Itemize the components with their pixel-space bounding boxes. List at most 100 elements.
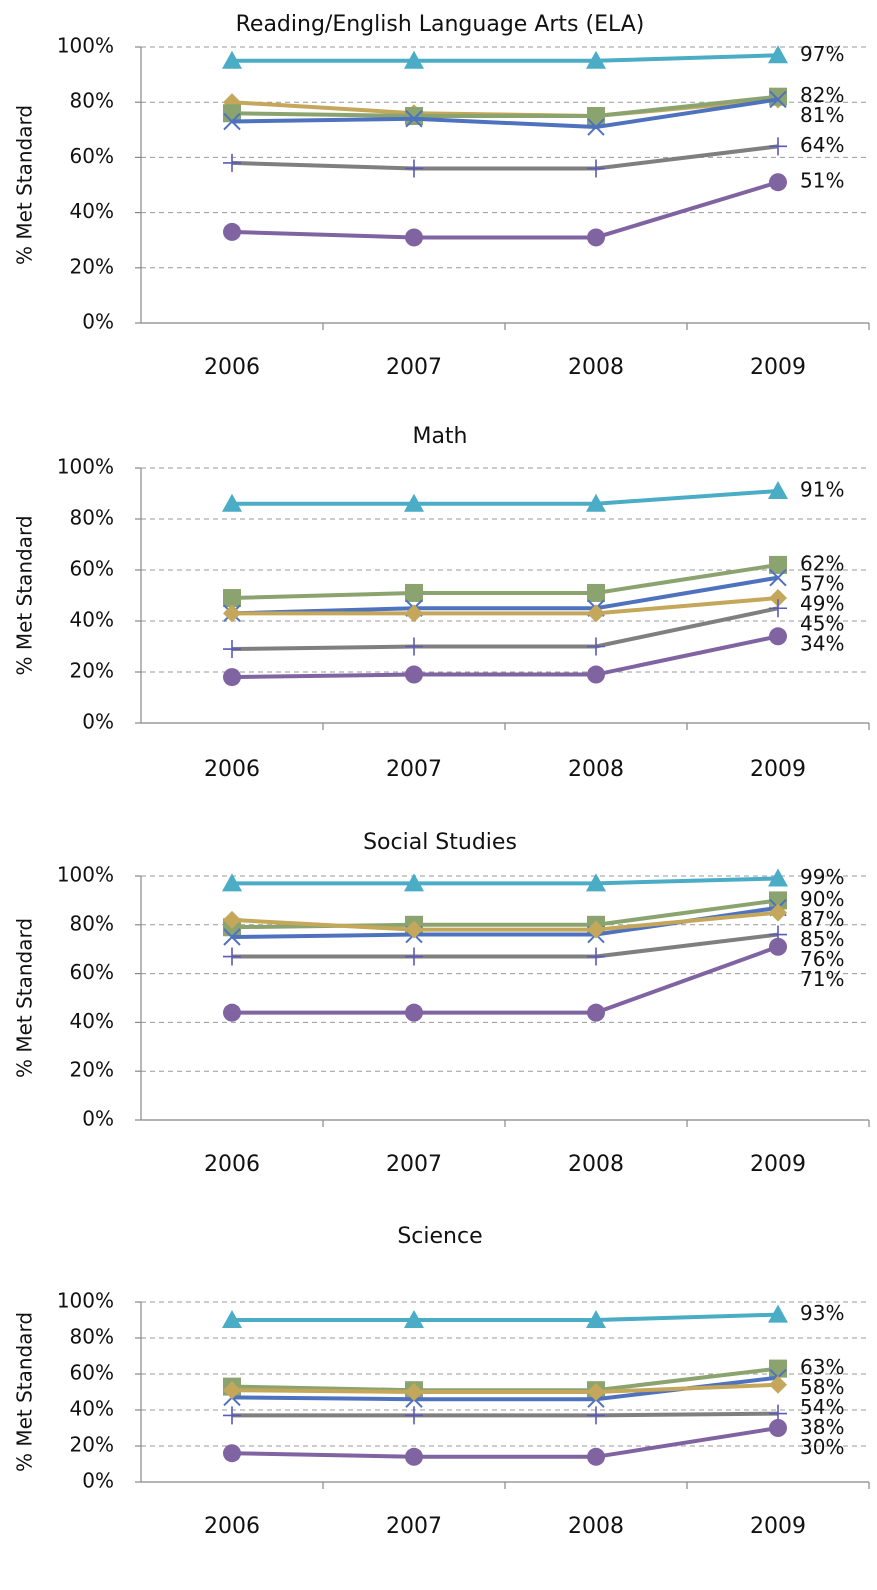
marker — [586, 1310, 606, 1328]
marker — [769, 891, 787, 910]
y-tick-label: 0% — [82, 710, 114, 734]
series-line — [231, 562, 779, 601]
data-label: 64% — [800, 133, 844, 157]
marker — [587, 118, 605, 136]
marker — [405, 1447, 423, 1466]
x-tick-label: 2008 — [568, 1152, 624, 1177]
marker — [223, 928, 241, 946]
marker — [769, 137, 787, 156]
data-label: 87% — [800, 907, 844, 931]
chart-title: Math — [412, 424, 467, 449]
marker — [405, 107, 423, 125]
y-tick-label: 100% — [57, 863, 114, 887]
data-label: 71% — [800, 967, 844, 991]
marker — [223, 589, 241, 608]
series-line — [232, 1411, 779, 1418]
y-tick-label: 0% — [82, 1469, 114, 1493]
x-tick-label: 2007 — [386, 757, 442, 782]
marker — [223, 222, 241, 241]
data-label: 45% — [800, 611, 844, 635]
marker — [223, 1003, 241, 1022]
data-label: 51% — [800, 169, 844, 193]
marker — [404, 493, 424, 512]
marker — [587, 159, 605, 178]
y-tick-label: 80% — [70, 911, 114, 935]
y-tick-label: 80% — [70, 1325, 114, 1349]
series-line — [231, 94, 779, 118]
marker — [586, 50, 606, 69]
series-line — [231, 144, 779, 171]
marker — [768, 480, 788, 499]
y-axis-label: % Met Standard — [13, 918, 37, 1078]
series-line — [232, 876, 779, 886]
y-tick-label: 20% — [70, 254, 114, 278]
data-label: 82% — [800, 83, 844, 107]
x-tick-label: 2008 — [568, 355, 624, 380]
chart-title: Reading/English Language Arts (ELA) — [236, 12, 645, 37]
y-tick-label: 60% — [70, 144, 114, 168]
marker — [405, 228, 423, 247]
x-tick-label: 2007 — [386, 1514, 442, 1539]
y-tick-label: 40% — [70, 1397, 114, 1421]
x-tick-label: 2008 — [568, 757, 624, 782]
marker — [587, 228, 605, 247]
series-line — [231, 606, 779, 652]
series-line — [232, 932, 779, 959]
marker — [405, 637, 423, 656]
marker — [223, 604, 241, 623]
series-line — [232, 596, 779, 616]
marker — [587, 583, 605, 602]
series-line — [232, 53, 779, 63]
series-line — [231, 910, 779, 932]
series-line — [231, 180, 779, 240]
series-line — [231, 634, 779, 680]
series-line — [231, 97, 779, 130]
y-tick-label: 40% — [70, 608, 114, 632]
marker — [587, 107, 605, 125]
data-label: 93% — [800, 1301, 844, 1325]
y-tick-label: 60% — [70, 960, 114, 984]
data-label: 57% — [800, 571, 844, 595]
marker — [404, 50, 424, 69]
marker — [587, 665, 605, 684]
marker — [405, 665, 423, 684]
y-tick-label: 100% — [57, 455, 114, 479]
marker — [769, 1359, 787, 1378]
marker — [769, 90, 787, 109]
marker — [404, 1310, 424, 1328]
marker — [768, 45, 788, 64]
marker — [769, 1375, 787, 1394]
data-label: 38% — [800, 1415, 844, 1439]
marker — [405, 604, 423, 623]
data-label: 76% — [800, 947, 844, 971]
data-label: 99% — [800, 865, 844, 889]
series-line — [231, 1382, 779, 1394]
x-tick-label: 2007 — [386, 1152, 442, 1177]
y-tick-label: 20% — [70, 1433, 114, 1457]
marker — [404, 873, 424, 892]
x-tick-label: 2009 — [750, 355, 806, 380]
marker — [223, 1381, 241, 1400]
marker — [405, 1406, 423, 1425]
marker — [769, 173, 787, 192]
data-label: 58% — [800, 1375, 844, 1399]
data-label: 90% — [800, 887, 844, 911]
data-label: 91% — [800, 477, 844, 501]
x-tick-label: 2007 — [386, 355, 442, 380]
chart-title: Science — [397, 1224, 482, 1249]
marker — [587, 604, 605, 623]
series-line — [231, 1426, 779, 1459]
marker — [223, 947, 241, 966]
x-tick-label: 2009 — [750, 1514, 806, 1539]
chart-title: Social Studies — [363, 830, 517, 855]
marker — [769, 599, 787, 618]
marker — [405, 159, 423, 178]
chart-panel: Math % Met Standard 0% 20% 40% 60% 80% 100% 2006… — [13, 424, 870, 782]
marker — [769, 589, 787, 608]
y-tick-label: 80% — [70, 89, 114, 113]
y-tick-label: 20% — [70, 1058, 114, 1082]
marker — [405, 583, 423, 602]
marker — [769, 903, 787, 922]
marker — [223, 640, 241, 659]
marker — [587, 1003, 605, 1022]
